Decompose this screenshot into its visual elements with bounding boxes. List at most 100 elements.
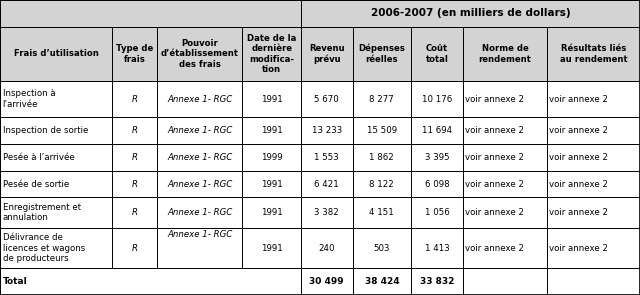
Text: Inspection de sortie: Inspection de sortie bbox=[3, 126, 88, 135]
Bar bbox=[301, 144, 353, 171]
Text: 1991: 1991 bbox=[260, 244, 282, 253]
Text: 1 862: 1 862 bbox=[369, 153, 394, 162]
Text: R: R bbox=[132, 153, 138, 162]
Bar bbox=[547, 117, 640, 144]
Text: 6 421: 6 421 bbox=[314, 180, 339, 189]
Bar bbox=[301, 81, 353, 117]
Text: Dépenses
réelles: Dépenses réelles bbox=[358, 44, 405, 64]
Text: 3 395: 3 395 bbox=[425, 153, 449, 162]
Bar bbox=[547, 27, 640, 81]
Bar bbox=[243, 171, 301, 197]
Bar bbox=[113, 144, 157, 171]
Text: 1991: 1991 bbox=[260, 208, 282, 217]
Text: voir annexe 2: voir annexe 2 bbox=[465, 180, 525, 189]
Text: 8 277: 8 277 bbox=[369, 94, 394, 104]
Bar bbox=[411, 228, 463, 268]
Bar bbox=[411, 197, 463, 228]
Bar bbox=[547, 197, 640, 228]
Text: 15 509: 15 509 bbox=[367, 126, 397, 135]
Bar bbox=[157, 81, 243, 117]
Bar bbox=[0, 27, 113, 81]
Bar bbox=[411, 171, 463, 197]
Text: Résultats liés
au rendement: Résultats liés au rendement bbox=[559, 44, 627, 64]
Bar bbox=[0, 268, 301, 295]
Bar bbox=[353, 117, 411, 144]
Text: Pesée à l’arrivée: Pesée à l’arrivée bbox=[3, 153, 74, 162]
Text: voir annexe 2: voir annexe 2 bbox=[549, 153, 609, 162]
Text: Coût
total: Coût total bbox=[426, 44, 449, 64]
Text: 3 382: 3 382 bbox=[314, 208, 339, 217]
Text: voir annexe 2: voir annexe 2 bbox=[465, 153, 525, 162]
Bar bbox=[301, 117, 353, 144]
Text: 2006-2007 (en milliers de dollars): 2006-2007 (en milliers de dollars) bbox=[371, 9, 570, 18]
Text: Total: Total bbox=[3, 277, 28, 286]
Text: 30 499: 30 499 bbox=[310, 277, 344, 286]
Bar bbox=[301, 197, 353, 228]
Text: Annexe 1- RGC: Annexe 1- RGC bbox=[167, 94, 232, 104]
Bar bbox=[0, 144, 113, 171]
Bar bbox=[157, 117, 243, 144]
Bar bbox=[463, 228, 547, 268]
Text: Revenu
prévu: Revenu prévu bbox=[309, 44, 344, 64]
Bar bbox=[463, 144, 547, 171]
Text: 1 553: 1 553 bbox=[314, 153, 339, 162]
Bar bbox=[301, 0, 640, 27]
Text: 503: 503 bbox=[374, 244, 390, 253]
Bar bbox=[243, 27, 301, 81]
Text: 11 694: 11 694 bbox=[422, 126, 452, 135]
Text: voir annexe 2: voir annexe 2 bbox=[549, 94, 609, 104]
Text: R: R bbox=[132, 126, 138, 135]
Bar bbox=[0, 171, 113, 197]
Bar bbox=[243, 81, 301, 117]
Text: R: R bbox=[132, 180, 138, 189]
Bar bbox=[113, 197, 157, 228]
Text: voir annexe 2: voir annexe 2 bbox=[465, 126, 525, 135]
Text: voir annexe 2: voir annexe 2 bbox=[465, 94, 525, 104]
Bar bbox=[411, 268, 463, 295]
Bar bbox=[547, 81, 640, 117]
Text: Inspection à
l’arrivée: Inspection à l’arrivée bbox=[3, 89, 55, 109]
Bar bbox=[113, 117, 157, 144]
Bar bbox=[0, 0, 301, 27]
Text: R: R bbox=[132, 244, 138, 253]
Bar bbox=[301, 268, 353, 295]
Bar bbox=[0, 228, 113, 268]
Text: Pesée de sortie: Pesée de sortie bbox=[3, 180, 69, 189]
Bar bbox=[113, 81, 157, 117]
Bar bbox=[411, 144, 463, 171]
Bar bbox=[547, 171, 640, 197]
Text: voir annexe 2: voir annexe 2 bbox=[465, 208, 525, 217]
Text: 1991: 1991 bbox=[260, 126, 282, 135]
Bar bbox=[243, 197, 301, 228]
Text: 6 098: 6 098 bbox=[425, 180, 449, 189]
Text: Pouvoir
d’établissement
des frais: Pouvoir d’établissement des frais bbox=[161, 39, 239, 69]
Text: 1 413: 1 413 bbox=[424, 244, 449, 253]
Bar bbox=[301, 228, 353, 268]
Bar bbox=[243, 144, 301, 171]
Bar bbox=[301, 171, 353, 197]
Text: 38 424: 38 424 bbox=[365, 277, 399, 286]
Bar bbox=[411, 81, 463, 117]
Bar bbox=[411, 117, 463, 144]
Text: Annexe 1- RGC: Annexe 1- RGC bbox=[167, 153, 232, 162]
Text: R: R bbox=[132, 94, 138, 104]
Bar bbox=[157, 197, 243, 228]
Bar bbox=[157, 228, 243, 268]
Bar bbox=[113, 27, 157, 81]
Bar bbox=[353, 144, 411, 171]
Text: Date de la
dernière
modifica-
tion: Date de la dernière modifica- tion bbox=[247, 34, 296, 74]
Text: Annexe 1- RGC: Annexe 1- RGC bbox=[167, 208, 232, 217]
Bar bbox=[411, 27, 463, 81]
Bar bbox=[0, 197, 113, 228]
Bar bbox=[463, 171, 547, 197]
Text: Frais d’utilisation: Frais d’utilisation bbox=[13, 50, 99, 58]
Bar bbox=[0, 117, 113, 144]
Bar bbox=[353, 81, 411, 117]
Bar bbox=[301, 27, 353, 81]
Bar bbox=[353, 268, 411, 295]
Bar bbox=[547, 228, 640, 268]
Bar bbox=[463, 197, 547, 228]
Bar bbox=[113, 171, 157, 197]
Bar bbox=[463, 117, 547, 144]
Text: Annexe 1- RGC: Annexe 1- RGC bbox=[167, 180, 232, 189]
